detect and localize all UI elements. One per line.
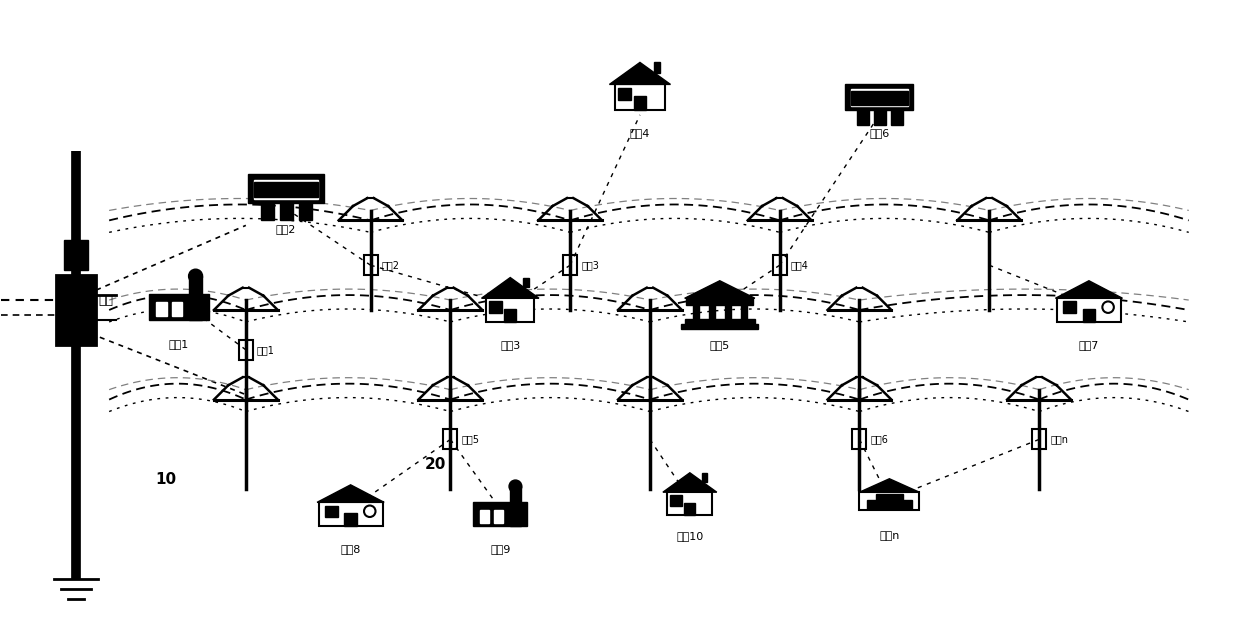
Polygon shape xyxy=(1055,281,1122,299)
Polygon shape xyxy=(875,494,903,499)
Polygon shape xyxy=(859,479,919,492)
Polygon shape xyxy=(490,302,502,313)
Bar xyxy=(56,275,97,345)
Polygon shape xyxy=(740,305,746,319)
Polygon shape xyxy=(474,503,527,526)
Polygon shape xyxy=(618,88,631,100)
Text: 开关5: 开关5 xyxy=(461,434,480,445)
Polygon shape xyxy=(671,495,682,506)
Text: 开关2: 开关2 xyxy=(382,260,399,270)
Polygon shape xyxy=(851,90,908,106)
Polygon shape xyxy=(892,110,903,125)
Polygon shape xyxy=(684,503,696,514)
Bar xyxy=(363,255,377,275)
Polygon shape xyxy=(684,319,755,323)
Polygon shape xyxy=(149,294,208,320)
Polygon shape xyxy=(708,305,715,319)
Polygon shape xyxy=(345,514,357,526)
Polygon shape xyxy=(857,110,869,125)
Polygon shape xyxy=(874,110,887,125)
Polygon shape xyxy=(280,203,294,220)
Polygon shape xyxy=(190,276,202,320)
Polygon shape xyxy=(859,492,919,510)
Polygon shape xyxy=(317,485,384,503)
Polygon shape xyxy=(851,91,908,104)
Bar xyxy=(1032,429,1047,449)
Polygon shape xyxy=(609,62,671,85)
Text: 负荷6: 负荷6 xyxy=(869,128,889,139)
Text: 10: 10 xyxy=(155,471,176,487)
Polygon shape xyxy=(64,240,88,270)
Polygon shape xyxy=(510,486,521,526)
Text: 开关4: 开关4 xyxy=(791,260,808,270)
Text: 负荷9: 负荷9 xyxy=(490,544,511,554)
Polygon shape xyxy=(634,96,646,110)
Polygon shape xyxy=(615,85,666,110)
Polygon shape xyxy=(867,499,911,509)
Bar xyxy=(852,429,867,449)
Bar xyxy=(239,340,253,360)
Polygon shape xyxy=(663,473,717,492)
Polygon shape xyxy=(684,281,755,299)
Polygon shape xyxy=(1083,309,1095,322)
Text: 土变: 土变 xyxy=(98,294,113,307)
Text: 20: 20 xyxy=(425,457,446,472)
Text: 开关1: 开关1 xyxy=(257,345,275,355)
Text: 负荷8: 负荷8 xyxy=(341,544,361,554)
Polygon shape xyxy=(505,309,516,322)
Polygon shape xyxy=(486,299,534,322)
Polygon shape xyxy=(523,277,528,287)
Polygon shape xyxy=(319,503,382,526)
Polygon shape xyxy=(667,492,712,514)
Text: 负荷4: 负荷4 xyxy=(630,128,650,139)
Polygon shape xyxy=(481,277,539,299)
Polygon shape xyxy=(172,302,182,316)
Polygon shape xyxy=(262,203,274,220)
Polygon shape xyxy=(480,510,489,523)
Polygon shape xyxy=(846,85,914,110)
Circle shape xyxy=(510,480,522,493)
Text: 开关3: 开关3 xyxy=(582,260,599,270)
Polygon shape xyxy=(653,62,660,73)
Text: 开关n: 开关n xyxy=(1050,434,1068,445)
Text: 负荷1: 负荷1 xyxy=(169,339,190,349)
Polygon shape xyxy=(248,174,324,203)
Polygon shape xyxy=(325,506,337,517)
Text: 负荷7: 负荷7 xyxy=(1079,340,1099,350)
Polygon shape xyxy=(693,305,699,319)
Bar xyxy=(444,429,458,449)
Text: 开关6: 开关6 xyxy=(870,434,888,445)
Polygon shape xyxy=(253,182,317,197)
Polygon shape xyxy=(1056,299,1121,322)
Polygon shape xyxy=(702,473,707,481)
Polygon shape xyxy=(686,299,754,305)
Text: 负荷10: 负荷10 xyxy=(676,531,703,541)
Polygon shape xyxy=(1064,302,1076,313)
Polygon shape xyxy=(299,203,312,220)
Text: 负荷2: 负荷2 xyxy=(275,223,296,234)
Bar xyxy=(563,255,577,275)
Polygon shape xyxy=(682,323,758,328)
Polygon shape xyxy=(724,305,730,319)
Polygon shape xyxy=(156,302,166,316)
Bar xyxy=(773,255,786,275)
Circle shape xyxy=(188,269,202,283)
Polygon shape xyxy=(494,510,503,523)
Text: 负荷5: 负荷5 xyxy=(709,340,730,350)
Text: 负荷n: 负荷n xyxy=(879,531,899,541)
Text: 负荷3: 负荷3 xyxy=(500,340,521,350)
Polygon shape xyxy=(253,180,317,199)
